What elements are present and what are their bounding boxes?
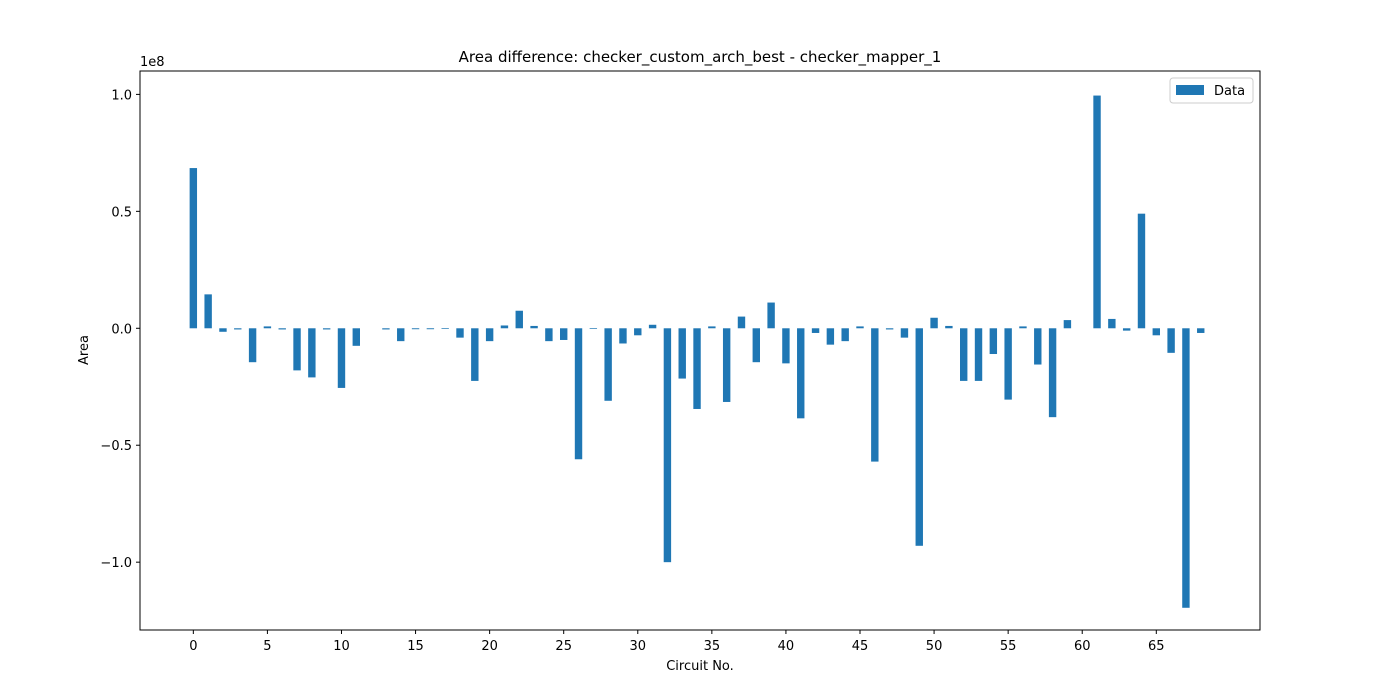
bar-circuit-46 [871, 328, 879, 462]
x-tick-label: 15 [407, 639, 424, 654]
bar-circuit-55 [1004, 328, 1012, 400]
bar-circuit-32 [663, 328, 672, 563]
bar-circuit-2 [219, 328, 227, 332]
x-tick-label: 0 [189, 639, 197, 654]
bar-circuit-21 [500, 325, 509, 329]
bar-circuit-38 [752, 328, 760, 363]
bar-circuit-10 [337, 328, 346, 388]
x-tick-label: 65 [1148, 639, 1165, 654]
bar-circuit-22 [515, 310, 523, 329]
bar-circuit-0 [189, 168, 198, 329]
bar-circuit-58 [1048, 328, 1057, 418]
legend-frame [1169, 77, 1254, 104]
y-axis-ticks: −1.0 −0.5 0.0 0.5 1.0 [100, 88, 140, 571]
x-tick-label: 5 [263, 639, 271, 654]
bar-circuit-48 [900, 328, 909, 338]
bar-circuit-3 [234, 328, 242, 330]
bar-circuit-23 [530, 325, 538, 329]
legend: Data [1169, 77, 1254, 104]
bar-circuit-16 [426, 328, 435, 330]
plot-frame [139, 70, 1261, 631]
bar-circuit-64 [1137, 213, 1146, 329]
bar-circuit-7 [293, 328, 301, 371]
bar-circuit-24 [545, 328, 553, 342]
x-tick-label: 55 [1000, 639, 1017, 654]
bar-circuit-67 [1182, 328, 1190, 608]
bar-circuit-68 [1197, 328, 1205, 333]
y-tick-label: 0.5 [111, 205, 132, 220]
bar-circuit-63 [1122, 328, 1131, 331]
bar-circuit-44 [841, 328, 849, 342]
x-axis-title: Circuit No. [666, 659, 734, 674]
bar-circuit-53 [974, 328, 983, 381]
bar-circuit-4 [248, 328, 257, 363]
bar-circuit-39 [767, 302, 775, 329]
bar-circuit-59 [1063, 320, 1072, 329]
bar-circuit-9 [322, 328, 331, 330]
bar-circuit-29 [619, 328, 627, 344]
bar-circuit-31 [648, 324, 657, 329]
bar-circuit-25 [560, 328, 568, 340]
bar-circuit-35 [708, 326, 716, 329]
bar-circuit-61 [1093, 95, 1101, 329]
bar-circuit-36 [722, 328, 731, 402]
bar-circuit-37 [737, 316, 746, 329]
bars-layer [189, 95, 1205, 608]
bar-circuit-49 [915, 328, 923, 546]
x-tick-label: 50 [926, 639, 943, 654]
bar-circuit-6 [278, 328, 286, 330]
bar-circuit-57 [1034, 328, 1042, 365]
bar-circuit-13 [382, 328, 390, 330]
bar-circuit-52 [960, 328, 968, 381]
bar-circuit-20 [485, 328, 494, 342]
x-tick-label: 60 [1074, 639, 1091, 654]
bar-circuit-14 [397, 328, 405, 342]
x-tick-label: 30 [630, 639, 647, 654]
bar-circuit-45 [856, 326, 864, 329]
x-axis-ticks: 0 5 10 15 20 25 30 35 40 45 50 55 60 65 [189, 630, 1165, 654]
x-tick-label: 45 [852, 639, 869, 654]
bar-circuit-15 [411, 328, 420, 330]
bar-circuit-42 [811, 328, 820, 333]
bar-circuit-66 [1167, 328, 1175, 353]
bar-circuit-47 [885, 328, 894, 330]
bar-circuit-54 [989, 328, 998, 355]
bar-circuit-41 [797, 328, 805, 419]
legend-label: Data [1214, 84, 1245, 99]
bar-circuit-18 [456, 328, 464, 338]
y-axis-scale-label: 1e8 [140, 55, 165, 70]
bar-circuit-19 [471, 328, 479, 381]
bar-circuit-26 [574, 328, 583, 460]
x-tick-label: 35 [704, 639, 721, 654]
x-tick-label: 25 [555, 639, 572, 654]
y-axis-title: Area [77, 335, 92, 365]
chart-title: Area difference: checker_custom_arch_bes… [459, 48, 942, 67]
bar-circuit-43 [826, 328, 835, 345]
bar-circuit-56 [1019, 326, 1027, 329]
y-tick-label: −0.5 [100, 439, 132, 454]
bar-circuit-40 [782, 328, 790, 364]
x-tick-label: 40 [778, 639, 795, 654]
x-tick-label: 20 [481, 639, 498, 654]
bar-circuit-27 [589, 328, 598, 329]
legend-swatch [1176, 85, 1204, 95]
bar-circuit-8 [308, 328, 316, 378]
bar-circuit-50 [930, 317, 938, 329]
bar-circuit-34 [693, 328, 701, 409]
bar-circuit-62 [1108, 318, 1116, 329]
bar-circuit-5 [263, 326, 272, 329]
bar-circuit-17 [441, 328, 449, 329]
bar-circuit-28 [604, 328, 612, 401]
bar-circuit-1 [204, 294, 212, 329]
bar-circuit-33 [678, 328, 686, 379]
bar-circuit-51 [945, 325, 953, 329]
bar-circuit-11 [352, 328, 360, 346]
y-tick-label: −1.0 [100, 556, 132, 571]
bar-circuit-30 [634, 328, 642, 336]
y-tick-label: 0.0 [111, 322, 132, 337]
y-tick-label: 1.0 [111, 88, 132, 103]
bar-circuit-65 [1152, 328, 1160, 336]
x-tick-label: 10 [333, 639, 350, 654]
